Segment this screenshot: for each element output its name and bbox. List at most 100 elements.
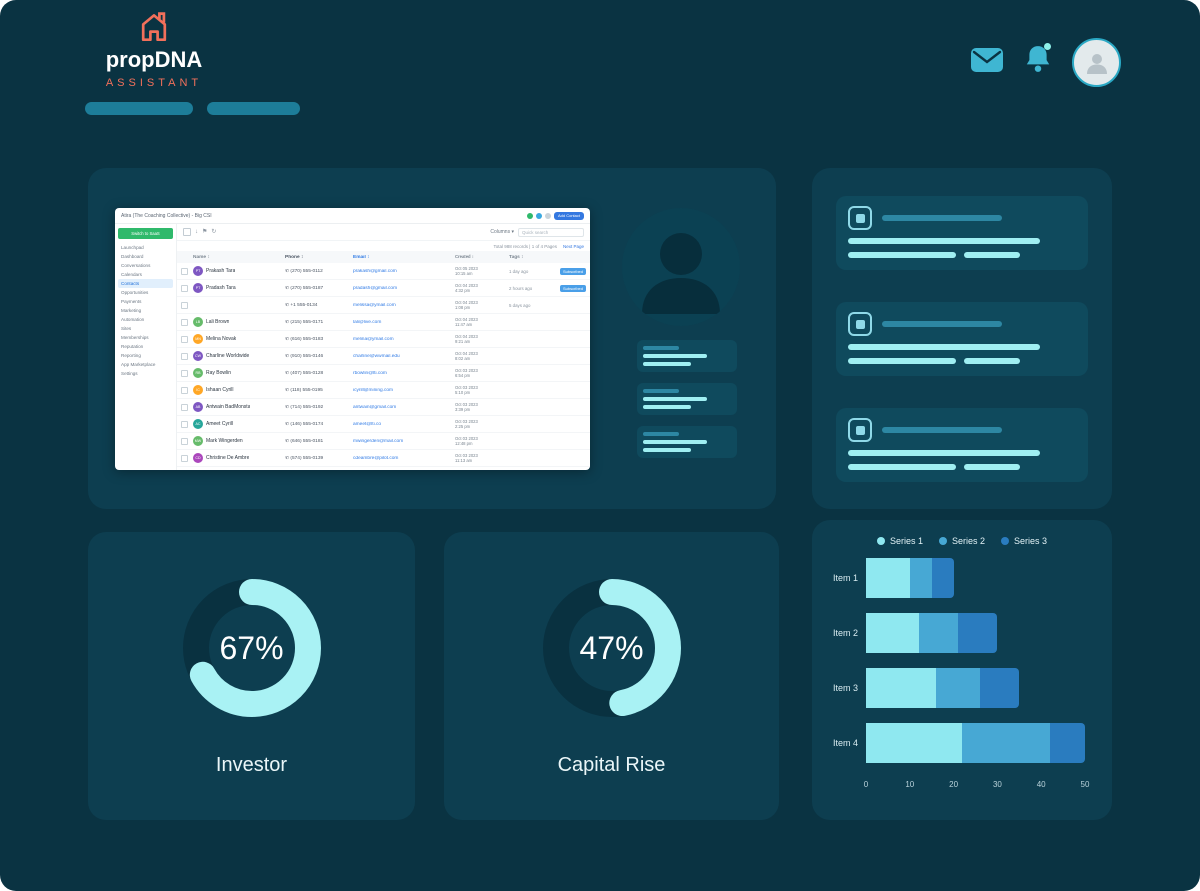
row-phone: ✆ +1 555-0134 (285, 302, 318, 308)
apps-icon[interactable] (544, 212, 551, 219)
stacked-bar (866, 558, 1085, 598)
crm-switch-button[interactable]: Switch to SaaS (118, 228, 173, 239)
crm-search-input[interactable] (518, 227, 584, 237)
crm-table-body: PT Prakash Tara ✆ (270) 555-0112 prakash@… (177, 263, 590, 470)
crm-table-row[interactable]: MW Mark Wingerden ✆ (646) 555-0181 mwinge… (177, 433, 590, 450)
nav-pill-2[interactable] (207, 102, 300, 115)
crm-table-row[interactable]: ✆ +1 555-0134 melissa@ymail.com Oct 04 2… (177, 297, 590, 314)
select-all-checkbox[interactable] (183, 228, 191, 236)
row-checkbox[interactable] (181, 386, 193, 394)
row-checkbox[interactable] (181, 369, 193, 377)
crm-sidebar-item[interactable]: Calendars (121, 272, 142, 277)
row-checkbox[interactable] (181, 454, 193, 462)
profile-chip[interactable] (637, 426, 737, 458)
column-header[interactable]: Email ↕ (353, 254, 370, 260)
row-created: Oct 03 2023 6:54 pm (455, 367, 478, 378)
crm-table-row[interactable]: PT Prakash Tara ✆ (270) 555-0112 prakash@… (177, 263, 590, 280)
row-email[interactable]: rbowlin@lti.com (353, 370, 387, 376)
column-header[interactable]: Tags ↕ (509, 254, 524, 260)
row-checkbox[interactable] (181, 267, 193, 275)
tag-icon[interactable]: ⚑ (202, 229, 208, 235)
notification-card[interactable] (836, 302, 1088, 376)
notifications-panel (812, 168, 1112, 509)
row-checkbox[interactable] (181, 420, 193, 428)
contact-avatar: LB (193, 317, 203, 327)
row-email[interactable]: pradash@gmail.com (353, 285, 398, 291)
crm-sidebar-item[interactable]: Payments (121, 299, 142, 304)
row-email[interactable]: lali@live.com (353, 319, 382, 325)
row-email[interactable]: prakash@gmail.com (353, 268, 397, 274)
next-page-link[interactable]: Next Page (562, 243, 584, 249)
row-checkbox[interactable] (181, 437, 193, 445)
chat-icon[interactable] (535, 212, 542, 219)
row-email[interactable]: charline@wwmail.edu (353, 353, 400, 359)
contact-avatar: AC (193, 419, 203, 429)
row-email[interactable]: melina@ymail.com (353, 336, 394, 342)
bar-segment (962, 723, 1050, 763)
crm-table-row[interactable]: AC Ameet Cyrill ✆ (146) 555-0174 ameet@lt… (177, 416, 590, 433)
row-name: IC Ishaan Cyrill (193, 385, 285, 395)
crm-sidebar-item[interactable]: Memberships (121, 335, 149, 340)
crm-sidebar-item[interactable]: Opportunities (121, 290, 149, 295)
crm-table-row[interactable]: AB Antwain BadMonsta ✆ (714) 555-0192 ant… (177, 399, 590, 416)
crm-table-row[interactable]: CD Christine De Ambre ✆ (574) 555-0139 cd… (177, 450, 590, 467)
row-email[interactable]: icyrill@mining.com (353, 387, 394, 393)
notification-card[interactable] (836, 196, 1088, 270)
crm-table-row[interactable]: RB Ray Bowlin ✆ (407) 555-0128 rbowlin@lt… (177, 365, 590, 382)
legend-dot (1001, 537, 1010, 545)
row-checkbox[interactable] (181, 318, 193, 326)
row-checkbox[interactable] (181, 335, 193, 343)
row-checkbox[interactable] (181, 403, 193, 411)
column-header[interactable]: Phone ↕ (285, 254, 304, 260)
crm-sidebar-item[interactable]: Contacts (118, 279, 173, 288)
user-avatar[interactable] (1072, 38, 1121, 87)
columns-dropdown[interactable]: Columns ▾ (490, 229, 514, 235)
crm-sidebar-item[interactable]: Reporting (121, 353, 141, 358)
row-email[interactable]: ameet@lti.co (353, 421, 382, 427)
row-email[interactable]: mwingerden@mail.com (353, 438, 404, 444)
crm-sidebar-item[interactable]: Automation (121, 317, 145, 322)
row-name: MW Mark Wingerden (193, 436, 243, 446)
crm-sidebar-item[interactable]: Settings (121, 371, 138, 376)
crm-sidebar-item[interactable]: Dashboard (121, 254, 144, 259)
bar-segment (866, 558, 910, 598)
crm-table-row[interactable]: CW Charline Worldwide ✆ (910) 555-0146 ch… (177, 348, 590, 365)
profile-chip[interactable] (637, 383, 737, 415)
crm-table-row[interactable]: LB Lali Brown ✆ (215) 555-0171 lali@live.… (177, 314, 590, 331)
row-email[interactable]: cdeambre@pilot.com (353, 455, 399, 461)
bar-segment (931, 558, 954, 598)
row-email[interactable]: antwain@gmail.com (353, 404, 397, 410)
gauge-card-capital-rise: 47% Capital Rise (444, 532, 779, 820)
nav-pill-1[interactable] (85, 102, 193, 115)
crm-table-row[interactable]: PT Pradash Tara ✆ (270) 555-0187 pradash@… (177, 280, 590, 297)
crm-sidebar-item[interactable]: Conversations (121, 263, 151, 268)
profile-chip[interactable] (637, 340, 737, 372)
add-contact-button[interactable]: Add Contact (553, 211, 584, 220)
refresh-icon[interactable]: ↻ (211, 229, 217, 235)
column-header[interactable]: Created ↕ (455, 254, 474, 260)
row-name: CW Charline Worldwide (193, 351, 250, 361)
crm-sidebar-item[interactable]: Launchpad (121, 245, 144, 250)
export-icon[interactable]: ↓ (195, 229, 198, 235)
contact-avatar: RB (193, 368, 203, 378)
row-created: Oct 03 2023 12:48 pm (455, 435, 478, 446)
bell-icon[interactable] (1025, 45, 1051, 78)
crm-sidebar-item[interactable]: Reputation (121, 344, 144, 349)
row-checkbox[interactable] (181, 284, 193, 292)
chart-x-axis: 0 10 20 30 40 50 (864, 778, 1090, 792)
row-checkbox[interactable] (181, 352, 193, 360)
legend-item: Series 2 (938, 536, 985, 546)
whatsapp-icon[interactable] (526, 212, 533, 219)
crm-sidebar-item[interactable]: Marketing (121, 308, 142, 313)
notification-card[interactable] (836, 408, 1088, 482)
column-header[interactable]: Name ↕ (193, 254, 210, 260)
subscribed-tag[interactable]: Subscribed (559, 284, 586, 292)
crm-sidebar-item[interactable]: App Marketplace (121, 362, 156, 367)
row-email[interactable]: melissa@ymail.com (353, 302, 396, 308)
crm-sidebar-item[interactable]: Sites (121, 326, 132, 331)
crm-table-row[interactable]: MN Melina Novak ✆ (616) 555-0183 melina@y… (177, 331, 590, 348)
subscribed-tag[interactable]: Subscribed (559, 267, 586, 275)
mail-icon[interactable] (970, 47, 1004, 78)
row-checkbox[interactable] (181, 301, 193, 309)
crm-table-row[interactable]: IC Ishaan Cyrill ✆ (118) 555-0195 icyrill… (177, 382, 590, 399)
